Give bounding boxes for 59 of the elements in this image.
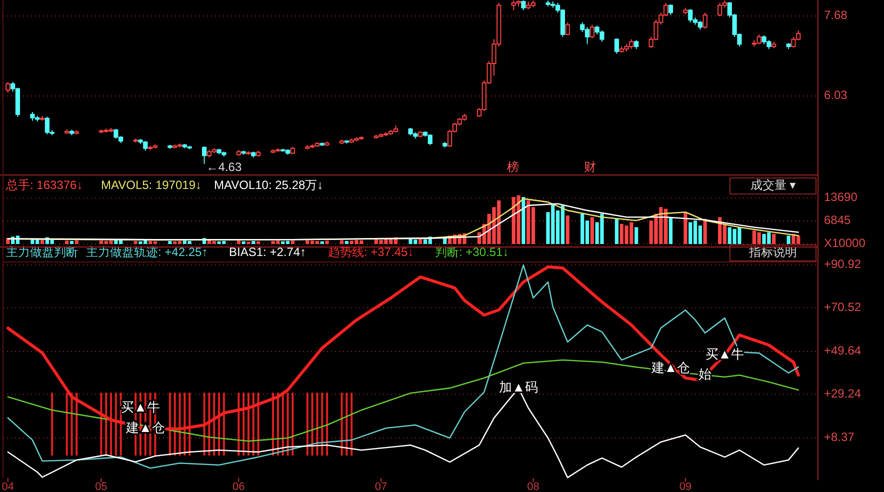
bar	[252, 240, 256, 244]
candlestick	[668, 4, 674, 16]
y-tick-label: +90.92	[824, 257, 862, 272]
y-tick-label: +70.52	[824, 300, 862, 314]
y-tick-label: +29.24	[824, 386, 862, 400]
text: BIAS1: +2.74↑	[229, 245, 306, 259]
bar	[70, 240, 74, 244]
bar	[668, 217, 673, 244]
candlestick	[702, 12, 708, 30]
bar	[772, 234, 776, 244]
bar	[522, 197, 526, 244]
y-tick-label: 7.68	[824, 8, 848, 22]
x-tick-label: 04	[2, 481, 14, 492]
bar	[236, 240, 240, 244]
candlestick	[6, 81, 10, 94]
x-tick-label: 08	[527, 481, 540, 492]
bar	[65, 240, 69, 244]
x-tick-label: 05	[95, 481, 108, 492]
x-tick-label: 07	[374, 481, 388, 492]
bar	[566, 215, 570, 244]
text: MAVOL5: 197019↓	[101, 178, 202, 192]
candlestick	[614, 38, 620, 54]
line-series	[7, 359, 800, 442]
x-tick-label: 09	[679, 481, 692, 492]
text: MAVOL10: 25.28万↓	[214, 178, 324, 192]
bar	[614, 218, 619, 244]
x-tick-label: 06	[232, 481, 245, 492]
bar	[134, 240, 138, 244]
bar	[290, 240, 294, 244]
y-tick-label: 6845	[824, 213, 852, 228]
candlestick	[565, 22, 570, 36]
text: 成交量 ▾	[750, 178, 796, 192]
bar	[320, 241, 324, 244]
bar	[340, 240, 344, 244]
bar	[325, 240, 329, 244]
bar	[256, 241, 260, 244]
y-tick-label: +8.37	[824, 430, 855, 444]
bar	[684, 212, 688, 244]
bar	[344, 240, 348, 244]
y-tick-label: 6.03	[824, 88, 848, 102]
text: 总手: 163376↓	[5, 178, 83, 192]
bar	[40, 240, 44, 244]
candlestick	[521, 0, 526, 11]
bar	[242, 241, 246, 244]
annotation: 榜	[507, 160, 519, 174]
bar	[634, 227, 638, 244]
bar	[786, 236, 790, 244]
bar	[590, 217, 594, 244]
annotation: 财	[584, 160, 596, 174]
y-tick-label: +49.64	[824, 344, 862, 358]
y-tick-label: 13690	[824, 190, 858, 204]
bar	[74, 240, 78, 244]
bar	[168, 240, 172, 244]
candlestick	[590, 24, 594, 39]
line-series	[7, 264, 800, 469]
annotation: ←4.63	[206, 160, 242, 174]
bar	[418, 238, 422, 244]
y-tick-label: X10000	[824, 236, 866, 250]
candlestick	[202, 146, 207, 164]
